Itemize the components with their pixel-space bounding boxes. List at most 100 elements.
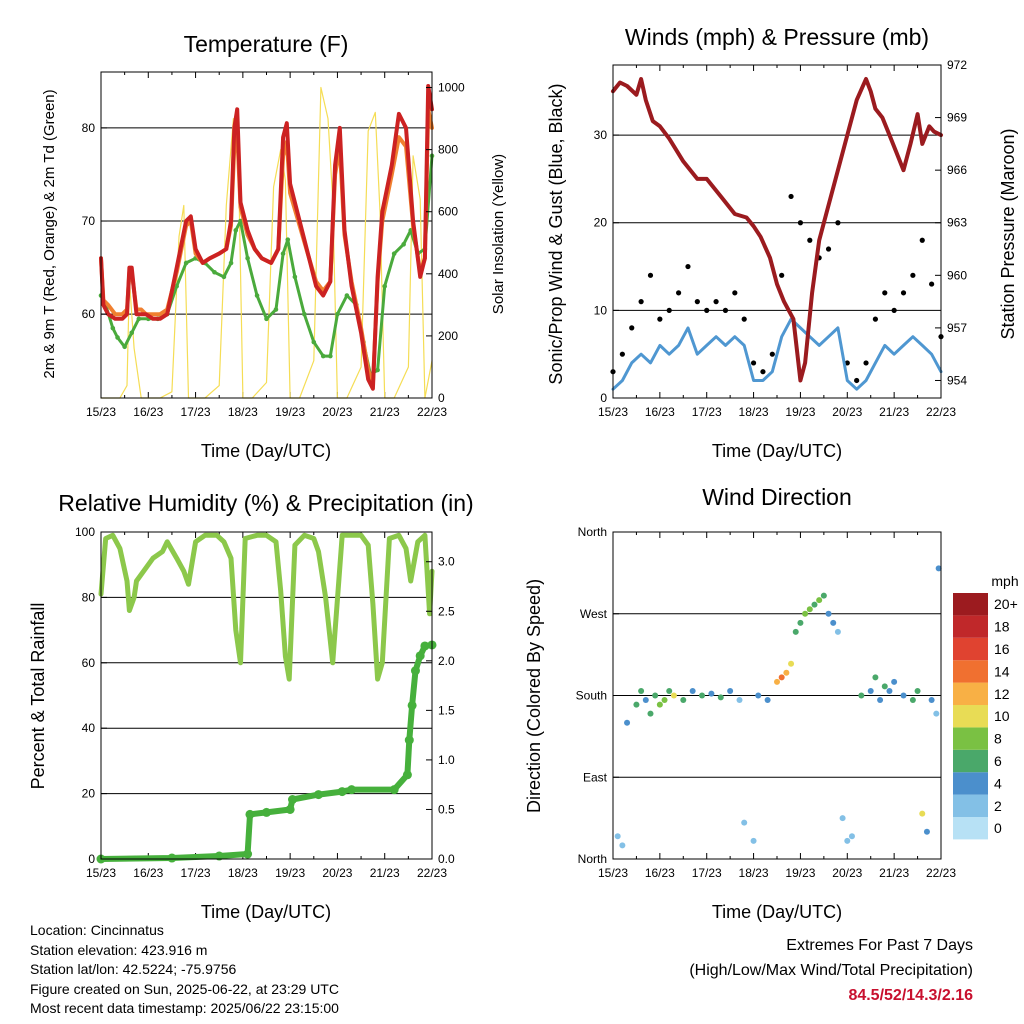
station-location: Location: Cincinnatus bbox=[30, 922, 164, 938]
precip-point bbox=[347, 785, 357, 795]
gust-point bbox=[676, 290, 682, 296]
precip-point bbox=[243, 849, 253, 859]
direction-point bbox=[935, 565, 942, 572]
y-tick-label: 1000 bbox=[438, 81, 465, 95]
direction-point bbox=[816, 597, 823, 604]
direction-point bbox=[624, 719, 631, 726]
dewpoint-point bbox=[183, 260, 189, 266]
gust-point bbox=[741, 316, 747, 322]
y-tick-label: 969 bbox=[947, 111, 967, 125]
x-tick-label: 17/23 bbox=[692, 405, 722, 419]
gust-point bbox=[910, 272, 916, 278]
dewpoint-point bbox=[335, 311, 340, 317]
dewpoint-point bbox=[280, 251, 286, 256]
dewpoint-point bbox=[328, 353, 333, 359]
x-tick-label: 18/23 bbox=[228, 405, 258, 419]
x-tick-label: 15/23 bbox=[86, 866, 116, 880]
dewpoint-point bbox=[174, 283, 179, 289]
direction-point bbox=[750, 837, 757, 844]
precip-line bbox=[98, 642, 435, 862]
x-tick-label: 16/23 bbox=[133, 866, 163, 880]
y-tick-label: 200 bbox=[438, 329, 458, 343]
gust-point bbox=[844, 360, 850, 366]
extremes-values: 84.5/52/14.3/2.16 bbox=[848, 987, 973, 1004]
colorbar-label: 2 bbox=[994, 798, 1002, 814]
y-tick-label: 80 bbox=[82, 590, 96, 604]
x-tick-label: 21/23 bbox=[879, 405, 909, 419]
direction-point bbox=[638, 687, 645, 694]
gust-point bbox=[872, 316, 879, 322]
x-tick-label: 16/23 bbox=[645, 405, 675, 419]
y-tick-label: 954 bbox=[947, 373, 967, 387]
station-latlon: Station lat/lon: 42.5224; -75.9756 bbox=[30, 961, 237, 977]
x-tick-label: 22/23 bbox=[926, 866, 956, 880]
precip-point bbox=[245, 809, 255, 819]
gust-point bbox=[929, 281, 935, 287]
x-tick-label: 21/23 bbox=[370, 405, 400, 419]
direction-point bbox=[811, 601, 818, 608]
direction-point bbox=[727, 687, 734, 694]
direction-point bbox=[670, 692, 677, 699]
gust-point bbox=[647, 272, 654, 278]
winds-panel: Winds (mph) & Pressure (mb) Sonic/Prop W… bbox=[546, 24, 1018, 461]
direction-point bbox=[642, 697, 649, 704]
precip-point bbox=[262, 807, 271, 817]
plot-frame bbox=[100, 71, 433, 399]
direction-ylabel-left: Direction (Colored By Speed) bbox=[524, 579, 544, 813]
precip-point bbox=[407, 700, 417, 710]
dewpoint-point bbox=[311, 339, 317, 345]
colorbar-title: mph bbox=[991, 573, 1018, 589]
y-tick-label: 972 bbox=[947, 58, 967, 72]
dewpoint-line bbox=[99, 154, 434, 377]
colorbar-label: 14 bbox=[994, 663, 1010, 679]
colorbar-label: 16 bbox=[994, 641, 1010, 657]
winds-title: Winds (mph) & Pressure (mb) bbox=[625, 24, 929, 50]
precip-point bbox=[415, 651, 425, 661]
direction-point bbox=[792, 628, 799, 635]
y-tick-label: 60 bbox=[82, 656, 96, 670]
dewpoint-point bbox=[273, 307, 279, 312]
precip-point bbox=[420, 641, 430, 651]
x-tick-label: 15/23 bbox=[598, 405, 628, 419]
direction-point bbox=[867, 687, 874, 694]
precip-point bbox=[167, 853, 177, 863]
gust-point bbox=[863, 360, 869, 366]
humidity-title: Relative Humidity (%) & Precipitation (i… bbox=[58, 490, 473, 516]
gust-point bbox=[807, 237, 813, 243]
temperature-title: Temperature (F) bbox=[184, 31, 349, 57]
winds-ylabel-left: Sonic/Prop Wind & Gust (Blue, Black) bbox=[546, 83, 566, 384]
direction-point bbox=[741, 819, 748, 826]
dewpoint-point bbox=[254, 293, 260, 298]
y-tick-label: 70 bbox=[82, 214, 96, 228]
dewpoint-point bbox=[212, 269, 217, 275]
direction-point bbox=[689, 687, 696, 694]
y-tick-label: 966 bbox=[947, 163, 967, 177]
y-tick-label: 3.0 bbox=[438, 555, 455, 569]
y-tick-label: 30 bbox=[594, 128, 608, 142]
gust-point bbox=[704, 307, 710, 313]
direction-point bbox=[923, 828, 930, 835]
winds-plot-area: 15/23 16/23 17/23 18/23 19/23 20/23 21/23 22/23… bbox=[594, 58, 968, 419]
gust-point bbox=[835, 220, 841, 226]
x-tick-label: 20/23 bbox=[322, 866, 352, 880]
pressure-line bbox=[611, 77, 943, 383]
x-tick-label: 20/23 bbox=[322, 405, 352, 419]
dewpoint-point bbox=[401, 242, 406, 247]
colorbar-swatch bbox=[953, 772, 988, 795]
precip-point bbox=[404, 735, 414, 745]
x-tick-label: 15/23 bbox=[86, 405, 116, 419]
plot-frame bbox=[100, 531, 433, 860]
y-tick-label: 1.5 bbox=[438, 703, 455, 717]
direction-point bbox=[652, 692, 659, 699]
y-tick-label: 600 bbox=[438, 205, 458, 219]
x-tick-label: 17/23 bbox=[181, 405, 211, 419]
winds-ylabel-right: Station Pressure (Maroon) bbox=[998, 128, 1018, 339]
y-tick-label: 10 bbox=[594, 303, 608, 317]
dewpoint-point bbox=[302, 311, 307, 317]
colorbar-label: 8 bbox=[994, 731, 1002, 747]
direction-xlabel: Time (Day/UTC) bbox=[712, 902, 842, 922]
gust-point bbox=[797, 220, 804, 226]
gust-point bbox=[891, 307, 897, 313]
x-tick-label: 22/23 bbox=[417, 405, 447, 419]
